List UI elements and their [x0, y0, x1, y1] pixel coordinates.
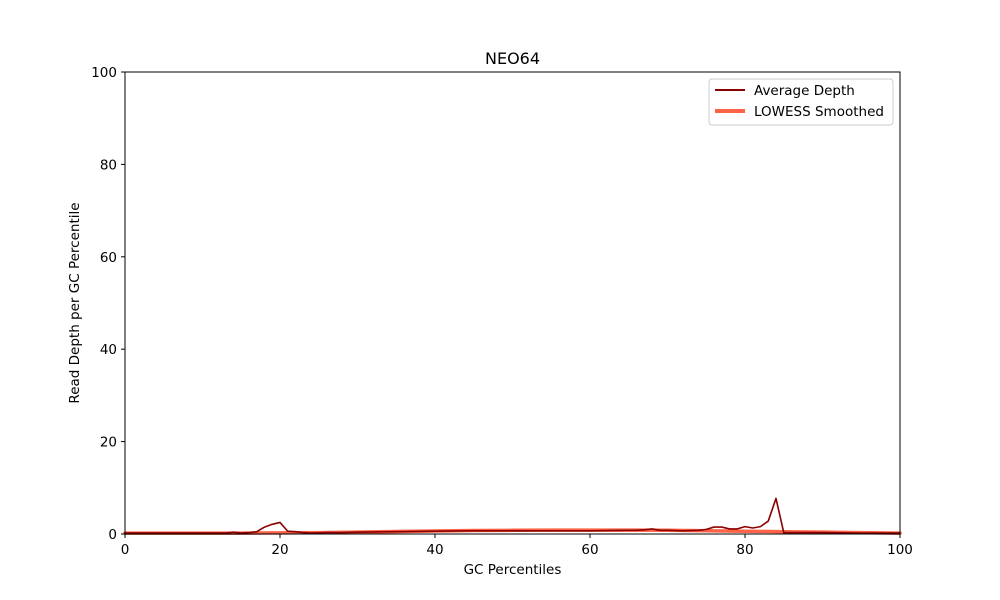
x-tick-label: 0 [121, 542, 130, 558]
x-tick-label: 80 [736, 542, 753, 558]
y-tick-label: 60 [100, 250, 117, 266]
x-axis-label: GC Percentiles [464, 562, 562, 578]
legend-label-average-depth: Average Depth [754, 83, 855, 99]
y-tick-label: 80 [100, 157, 117, 173]
plot-frame [124, 71, 901, 535]
y-axis-ticks: 0 20 40 60 80 100 [91, 65, 125, 543]
legend-box [708, 78, 894, 126]
y-axis-label: Read Depth per GC Percentile [67, 202, 83, 403]
y-tick-label: 20 [100, 435, 117, 451]
x-tick-label: 40 [426, 542, 443, 558]
legend-label-lowess-smoothed: LOWESS Smoothed [754, 104, 884, 120]
y-tick-label: 100 [91, 65, 117, 81]
series-lines [123, 497, 902, 535]
x-tick-label: 100 [887, 542, 913, 558]
x-tick-label: 60 [581, 542, 598, 558]
y-tick-label: 40 [100, 342, 117, 358]
chart-title: NEO64 [485, 49, 540, 68]
x-tick-label: 20 [271, 542, 288, 558]
legend: Average Depth LOWESS Smoothed [708, 78, 894, 126]
series-line-average-depth [124, 497, 901, 534]
y-tick-label: 0 [108, 527, 117, 543]
x-axis-ticks: 0 20 40 60 80 100 [121, 534, 913, 558]
